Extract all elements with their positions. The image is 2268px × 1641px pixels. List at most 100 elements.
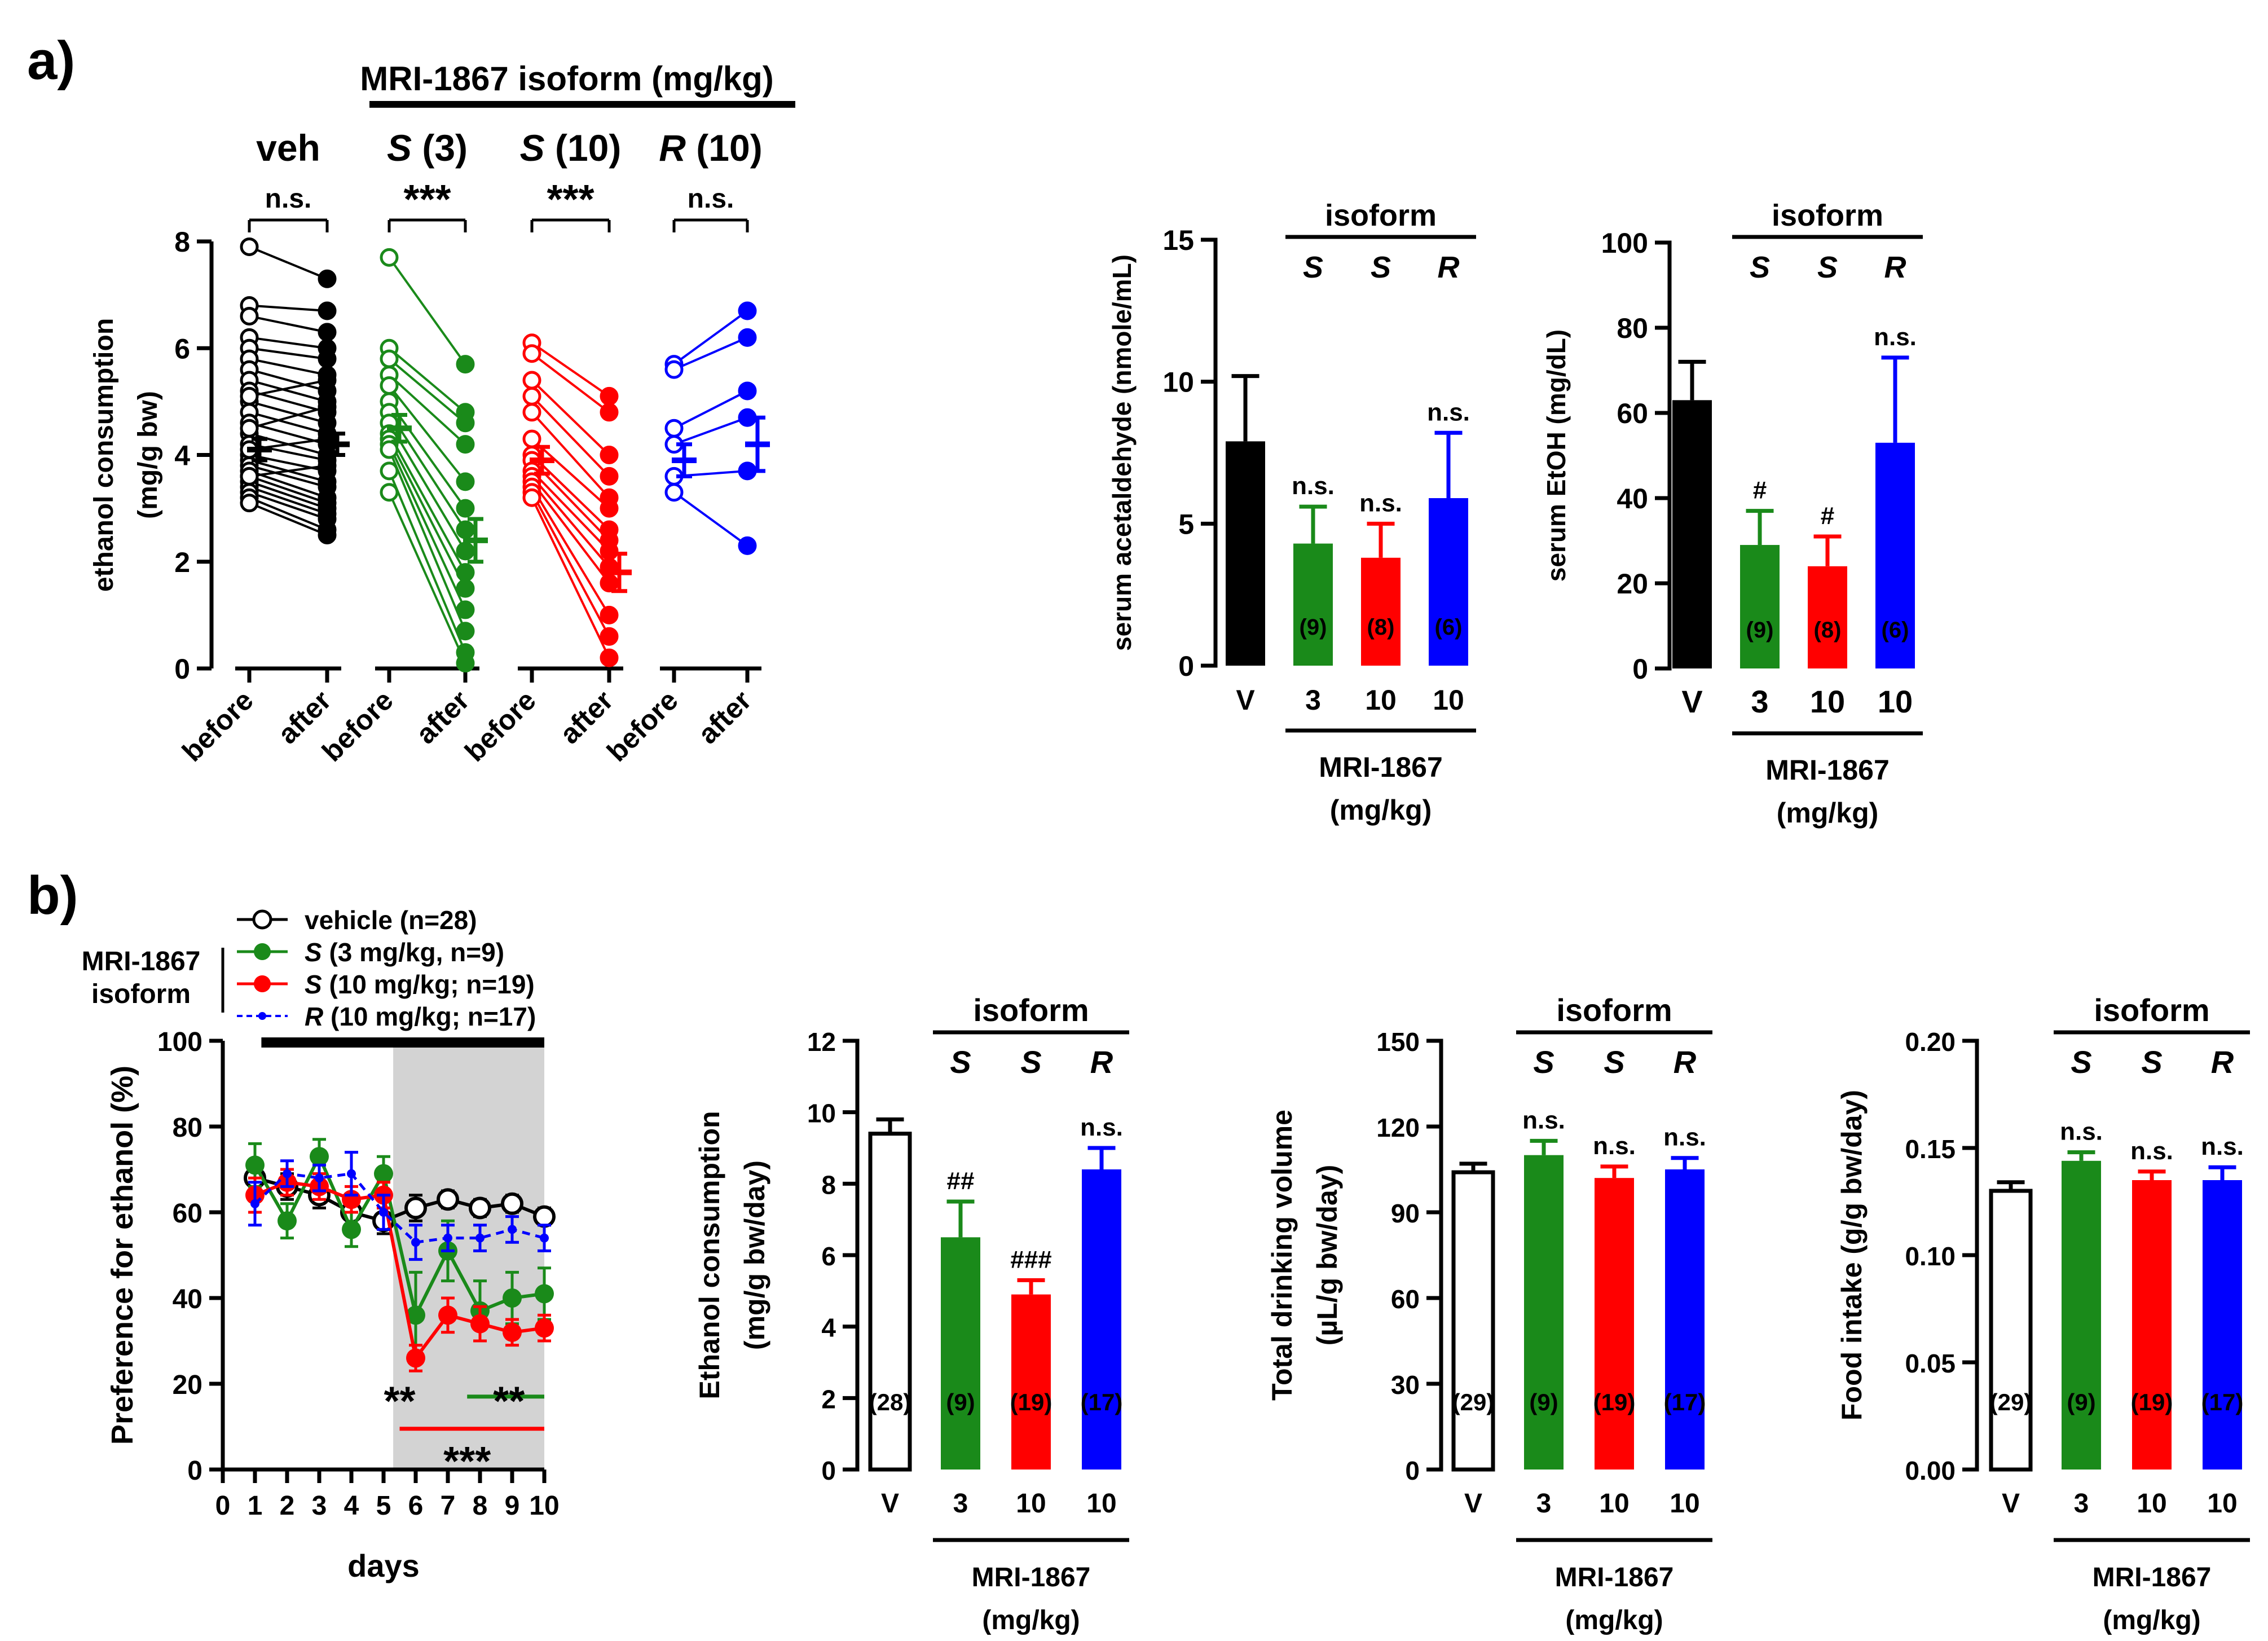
data-point	[535, 1318, 554, 1338]
point-after	[456, 622, 475, 641]
panel-label-a: a)	[27, 30, 75, 91]
paired-line	[249, 358, 328, 376]
significance-label: #	[1821, 502, 1834, 530]
point-before	[380, 376, 399, 395]
y-axis-label: Preference for ethanol (%)	[105, 1066, 139, 1445]
data-point	[406, 1305, 425, 1325]
paired-line	[249, 480, 328, 510]
point-after	[318, 349, 337, 368]
point-before	[522, 403, 541, 422]
y-tick-label: 60	[173, 1199, 202, 1229]
n-label: (29)	[1990, 1389, 2032, 1415]
y-tick-label: 0.10	[1905, 1242, 1956, 1271]
point-after	[738, 536, 757, 555]
data-point	[503, 1322, 522, 1342]
point-after	[738, 301, 757, 320]
point-after	[456, 654, 475, 673]
bar	[1740, 545, 1780, 668]
point-after	[456, 600, 475, 619]
x-tick-label: 10	[1670, 1489, 1699, 1519]
point-after	[456, 579, 475, 598]
x-tick-label: V	[2002, 1489, 2020, 1519]
y-axis-label: serum EtOH (mg/dL)	[1542, 329, 1571, 582]
y-tick-label: 2	[821, 1384, 836, 1414]
paired-line	[531, 470, 610, 552]
point-before	[664, 483, 684, 502]
paired-line	[388, 443, 466, 610]
point-before	[380, 483, 399, 502]
isoform-letter: R	[2211, 1044, 2234, 1080]
paired-line	[531, 476, 610, 568]
y-tick-label: 100	[157, 1027, 202, 1057]
y-tick-label: 8	[174, 226, 190, 258]
significance-label: ***	[547, 177, 594, 222]
x-tick-label: 10	[1878, 684, 1913, 719]
point-after	[318, 456, 337, 475]
chart-b2-ethanol-consumption: 0 2 4 6 8 10 12 Ethanol consumption (mg/g bw/day…	[694, 992, 1129, 1635]
x-tick-label: 10	[2207, 1489, 2237, 1519]
data-point	[245, 1155, 265, 1175]
significance-label: n.s.	[688, 184, 734, 214]
bar	[2132, 1180, 2172, 1470]
significance-label: n.s.	[1874, 323, 1917, 351]
x-tick-label: before	[176, 684, 259, 768]
x-tick-label: before	[601, 684, 684, 768]
y-axis-label: Ethanol consumption	[694, 1111, 725, 1399]
y-tick-label: 0	[1632, 653, 1648, 685]
chart-b3-total-drinking: 0 30 60 90 120 150 Total drinking volume (µL/g …	[1266, 992, 1712, 1635]
data-point	[406, 1348, 425, 1368]
y-tick-label: 12	[807, 1027, 836, 1057]
significance-label: n.s.	[1292, 472, 1335, 500]
series-line	[254, 1180, 545, 1362]
x-tick-label: 10	[1810, 684, 1845, 719]
n-label: (19)	[1593, 1389, 1636, 1415]
y-tick-label: 0	[1178, 650, 1194, 682]
isoform-letter: R	[1884, 250, 1906, 284]
point-after	[600, 648, 619, 667]
point-after	[318, 301, 337, 320]
bar	[941, 1237, 980, 1470]
x-tick-label: 10	[1086, 1489, 1116, 1519]
chart-a2-serum-acetaldehyde: 0 5 10 15 serum acetaldehyde (nmole/mL) (11) V…	[1107, 199, 1476, 826]
x-tick-label: 10	[529, 1491, 559, 1521]
legend-entry-label: (10 mg/kg; n=17)	[323, 1002, 536, 1031]
point-after	[600, 605, 619, 624]
x-tick-label: V	[881, 1489, 899, 1519]
isoform-letter: S	[1604, 1044, 1624, 1080]
n-label: (9)	[946, 1389, 975, 1415]
y-axis-label: (µL/g bw/day)	[1311, 1165, 1343, 1345]
legend-entry: S (10 mg/kg; n=19)	[305, 970, 535, 999]
isoform-letter: S	[1533, 1044, 1554, 1080]
paired-line	[249, 411, 328, 435]
y-tick-label: 6	[821, 1242, 836, 1271]
y-tick-label: 100	[1601, 227, 1648, 259]
isoform-letter: S	[1371, 250, 1391, 284]
y-tick-label: 0.20	[1905, 1027, 1956, 1057]
data-point	[374, 1164, 393, 1184]
significance-label: n.s.	[265, 184, 312, 214]
x-tick-label: before	[459, 684, 542, 768]
x-tick-label: 7	[441, 1491, 456, 1521]
bar	[1665, 1169, 1705, 1470]
group-label: S (10)	[520, 127, 622, 169]
point-before	[380, 440, 399, 459]
data-point	[315, 1173, 324, 1183]
point-before	[240, 419, 259, 438]
y-tick-label: 20	[173, 1370, 202, 1400]
isoform-letter: S	[2071, 1044, 2091, 1080]
paired-line	[388, 374, 466, 446]
y-tick-label: 10	[807, 1099, 836, 1128]
point-before	[522, 344, 541, 363]
bar	[1595, 1178, 1634, 1470]
y-axis-label: Total drinking volume	[1266, 1110, 1298, 1401]
chart-b4-food-intake: 0.00 0.05 0.10 0.15 0.20 Food intake (g/g bw/…	[1836, 992, 2250, 1635]
n-label: (17)	[1081, 1389, 1123, 1415]
panel-label-b: b)	[27, 865, 78, 926]
y-tick-label: 10	[1162, 367, 1194, 398]
paired-line	[249, 400, 328, 424]
significance-label: ##	[947, 1167, 975, 1195]
data-point	[278, 1211, 297, 1231]
paired-line	[388, 422, 466, 552]
point-after	[600, 499, 619, 518]
group-label: S (3)	[387, 127, 468, 169]
